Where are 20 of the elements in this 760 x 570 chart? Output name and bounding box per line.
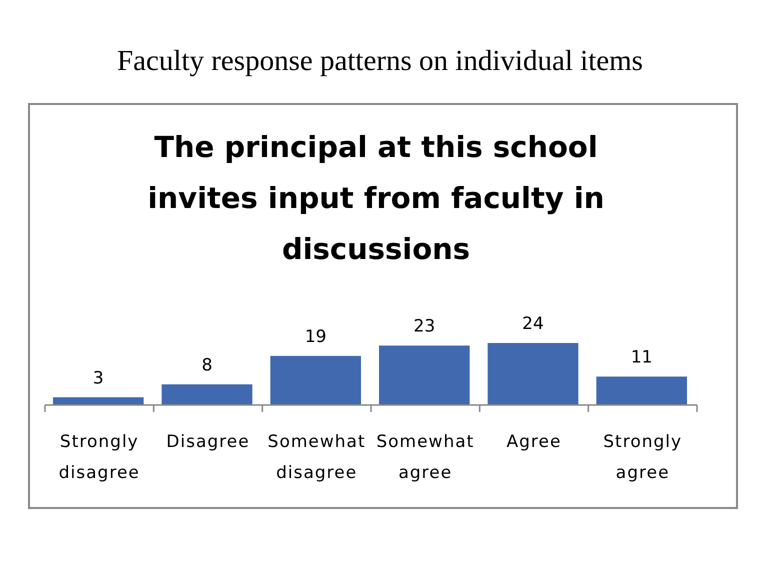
- chart-subtitle: The principal at this school invites input from faculty in discussions: [148, 130, 604, 266]
- bar: [270, 356, 361, 405]
- x-tick-label: Agree: [506, 432, 562, 452]
- data-label: 23: [414, 316, 436, 337]
- x-tick-label: Strongly disagree: [58, 432, 140, 483]
- bar: [379, 346, 470, 405]
- bar: [53, 397, 144, 405]
- bar: [488, 343, 578, 405]
- data-label: 3: [92, 368, 104, 388]
- data-label: 8: [202, 355, 212, 376]
- bar: [162, 384, 252, 405]
- x-tick-label: Disagree: [166, 432, 250, 452]
- x-tick-label: Somewhat disagree: [268, 432, 366, 483]
- x-tick-label: Strongly agree: [603, 432, 682, 483]
- x-tick-label: Somewhat agree: [376, 432, 474, 483]
- data-label: 11: [630, 348, 652, 368]
- data-label: 24: [522, 314, 544, 334]
- bar: [596, 376, 687, 405]
- chart-title: Faculty response patterns on individual items: [117, 45, 643, 77]
- data-label: 19: [304, 326, 326, 347]
